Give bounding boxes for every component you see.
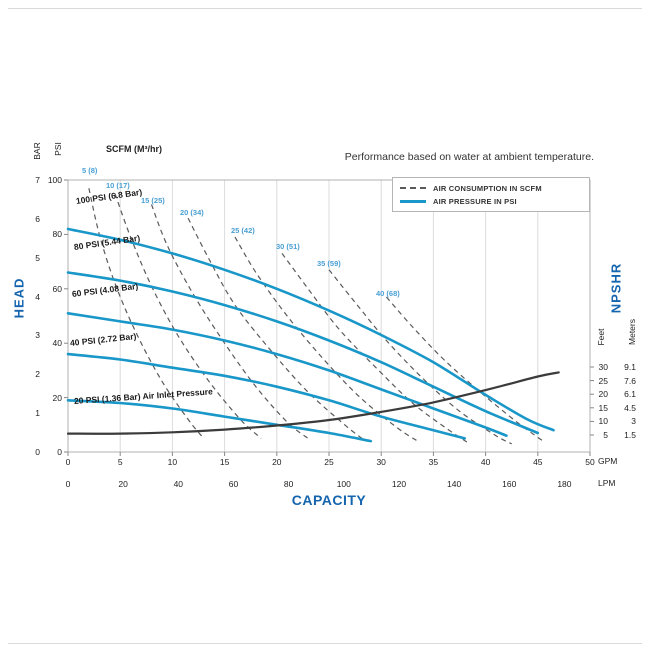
air-pressure-curve-2: [66, 271, 540, 435]
top-border-line: [8, 8, 642, 9]
air-consumption-curve-10 (17): [114, 193, 262, 439]
air-consumption-curve-35 (59): [328, 269, 512, 445]
air-pressure-curve-4: [66, 352, 466, 440]
npshr-axis-title: NPSHR: [608, 262, 624, 314]
gpm-unit-label: GPM: [598, 456, 618, 466]
feet-unit-label: Feet: [596, 328, 606, 346]
solid-line-icon: [400, 199, 426, 203]
air-pressure-curve-5: [66, 399, 373, 443]
meters-unit-label: Meters: [627, 319, 637, 345]
bottom-border-line: [8, 643, 642, 644]
lpm-unit-label: LPM: [598, 478, 616, 488]
legend-item-air-pressure: AIR PRESSURE IN PSI: [400, 197, 582, 206]
legend-item-air-consumption: AIR CONSUMPTION IN SCFM: [400, 184, 582, 193]
scfm-units-header: SCFM (M³/hr): [106, 144, 162, 154]
psi-unit-label: PSI: [53, 142, 63, 156]
performance-note: Performance based on water at ambient te…: [344, 151, 594, 163]
legend-box: AIR CONSUMPTION IN SCFM AIR PRESSURE IN …: [392, 177, 590, 212]
capacity-axis-title: CAPACITY: [291, 492, 367, 508]
head-axis-title: HEAD: [11, 277, 27, 319]
air-consumption-curve-15 (25): [150, 204, 309, 439]
bar-unit-label: BAR: [32, 142, 42, 160]
air-pressure-curve-3: [66, 312, 508, 437]
air-consumption-curve-30 (51): [281, 253, 471, 445]
dashed-line-icon: [400, 187, 426, 189]
legend-label-air-consumption: AIR CONSUMPTION IN SCFM: [433, 183, 542, 193]
legend-label-air-pressure: AIR PRESSURE IN PSI: [433, 196, 517, 206]
air-pressure-curve-1: [66, 227, 555, 432]
npshr-curve: [66, 371, 560, 435]
